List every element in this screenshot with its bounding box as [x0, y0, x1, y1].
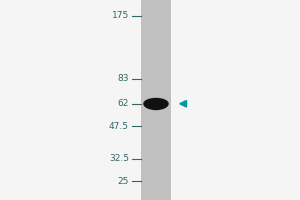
Text: 175: 175: [112, 11, 129, 20]
Text: 83: 83: [118, 74, 129, 83]
Bar: [141, 0, 171, 200]
Ellipse shape: [143, 98, 169, 110]
Text: 62: 62: [118, 99, 129, 108]
Text: 32.5: 32.5: [109, 154, 129, 163]
Text: 47.5: 47.5: [109, 122, 129, 131]
Text: 25: 25: [118, 177, 129, 186]
